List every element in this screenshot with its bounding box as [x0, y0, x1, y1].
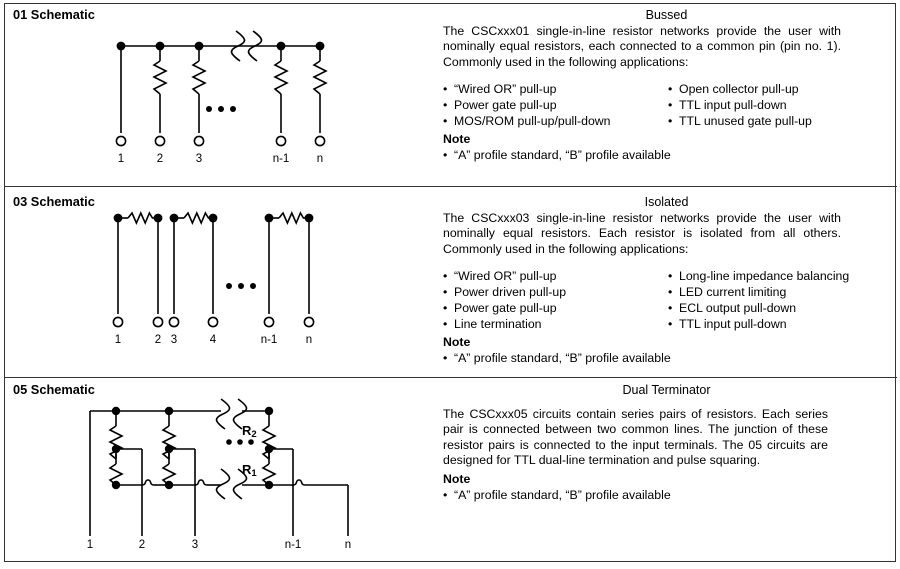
svg-text:n: n [345, 539, 351, 551]
svg-text:1: 1 [115, 334, 121, 346]
svg-text:2: 2 [155, 334, 161, 346]
svg-text:4: 4 [210, 334, 217, 346]
svg-text:1: 1 [118, 153, 124, 165]
svg-text:2: 2 [139, 539, 145, 551]
svg-text:3: 3 [171, 334, 177, 346]
svg-text:n: n [317, 153, 323, 165]
svg-text:3: 3 [196, 153, 202, 165]
svg-text:3: 3 [192, 539, 198, 551]
svg-text:R1: R1 [242, 462, 257, 479]
svg-text:n-1: n-1 [273, 153, 290, 165]
svg-text:R2: R2 [242, 423, 257, 440]
svg-text:n-1: n-1 [285, 539, 302, 551]
svg-text:n-1: n-1 [261, 334, 278, 346]
svg-text:n: n [306, 334, 312, 346]
svg-text:2: 2 [157, 153, 163, 165]
svg-text:1: 1 [87, 539, 93, 551]
